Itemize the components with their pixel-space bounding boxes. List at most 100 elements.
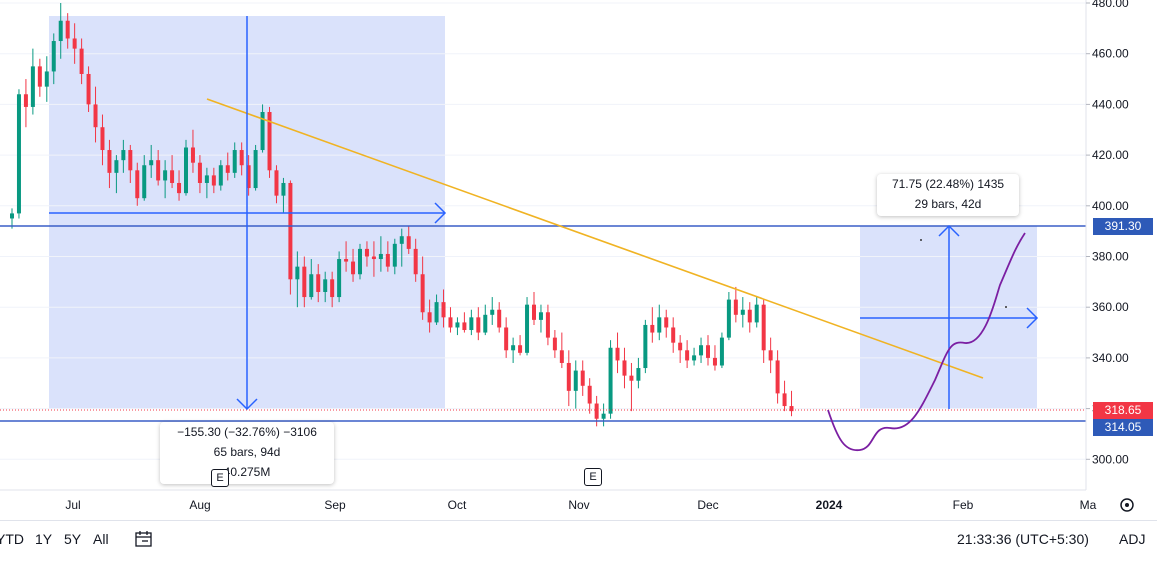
candle (573, 360, 578, 409)
range-5y-button[interactable]: 5Y (64, 531, 82, 547)
candle-body (156, 160, 161, 181)
candle-body (93, 104, 98, 128)
price-tick-label: 340.00 (1092, 351, 1129, 365)
candle-body (455, 322, 460, 328)
candle (351, 248, 356, 282)
candle-body (754, 304, 759, 323)
candle (532, 291, 536, 325)
candle-body (323, 279, 328, 292)
candle (650, 307, 655, 343)
candle-body (650, 324, 655, 333)
candle-body (789, 406, 794, 412)
candle-body (399, 236, 404, 244)
range-all-button[interactable]: All (93, 531, 109, 547)
time-tick-label: Nov (568, 498, 589, 512)
candle (288, 180, 293, 295)
candle-body (657, 317, 662, 333)
candle (364, 241, 369, 267)
candle-body (274, 170, 279, 196)
candle-body (330, 279, 335, 298)
candle-body (629, 375, 634, 381)
candle-body (197, 162, 202, 183)
candle (699, 337, 704, 363)
candle-body (58, 20, 63, 42)
candle-body (337, 259, 342, 298)
candle (455, 317, 460, 336)
candle-body (239, 150, 244, 166)
candle-body (747, 309, 752, 323)
candle (775, 350, 780, 404)
measure-down-h-arrowhead (434, 202, 447, 224)
time-axis: Jul Aug Sep Oct Nov Dec 2024 Feb Ma (0, 489, 1097, 512)
candle-body (580, 370, 585, 386)
candle (323, 271, 328, 303)
candle (594, 395, 599, 427)
candle (406, 226, 411, 254)
candle (86, 66, 91, 113)
candle (72, 23, 77, 64)
candle-body (128, 150, 133, 171)
price-tick-label: 400.00 (1092, 199, 1129, 213)
adj-toggle[interactable]: ADJ (1119, 531, 1146, 547)
candle-body (121, 150, 126, 161)
candle (657, 304, 662, 341)
candle-body (719, 337, 724, 366)
range-ytd-button[interactable]: YTD (0, 531, 24, 547)
candle (358, 243, 362, 280)
candle (692, 347, 697, 366)
candle-body (149, 160, 154, 166)
candle-body (733, 299, 738, 315)
goto-date-icon[interactable] (134, 529, 154, 552)
drawings (0, 16, 1086, 451)
range-1y-button[interactable]: 1Y (35, 531, 53, 547)
candle (211, 167, 216, 194)
measure-up-arrowhead (938, 224, 960, 237)
candle (309, 259, 314, 300)
candle-body (545, 312, 550, 338)
candle-body (573, 370, 578, 391)
candle (267, 106, 272, 178)
candle-body (469, 317, 474, 331)
candle (706, 335, 710, 366)
candle (427, 299, 432, 333)
candle (204, 167, 209, 199)
candle-body (23, 94, 28, 107)
candle (295, 251, 300, 308)
earnings-event-badge[interactable]: E (211, 469, 229, 487)
time-tick-label: Oct (448, 498, 467, 512)
candle-body (16, 94, 21, 214)
candle-body (476, 317, 481, 333)
candle (413, 238, 418, 282)
candle (559, 332, 564, 369)
candle (239, 142, 244, 176)
earnings-event-badge[interactable]: E (584, 468, 602, 486)
candle-body (699, 345, 704, 356)
candle (490, 297, 495, 325)
candle-body (316, 274, 321, 292)
axis-settings-icon[interactable] (1120, 498, 1134, 512)
candle (469, 309, 474, 336)
trendline (206, 98, 984, 379)
level-top-label: 391.30 (1093, 218, 1153, 235)
candle (225, 152, 230, 181)
price-tick-label: 360.00 (1092, 300, 1129, 314)
time-tick-label: Sep (324, 498, 346, 512)
candle (246, 155, 251, 196)
candle-body (344, 259, 349, 262)
candle-body (65, 20, 70, 39)
clock-timezone[interactable]: 21:33:36 (UTC+5:30) (957, 531, 1089, 547)
candle-body (267, 112, 272, 171)
candle (747, 302, 752, 333)
candle (232, 142, 237, 178)
candle-body (72, 38, 77, 49)
candle (23, 79, 28, 128)
candle (399, 228, 404, 267)
price-tick-label: 480.00 (1092, 0, 1129, 10)
candle (434, 294, 439, 325)
candle-body (351, 261, 356, 275)
candle (566, 350, 571, 407)
candle (156, 150, 161, 186)
candle (504, 317, 509, 358)
candle (671, 317, 676, 353)
